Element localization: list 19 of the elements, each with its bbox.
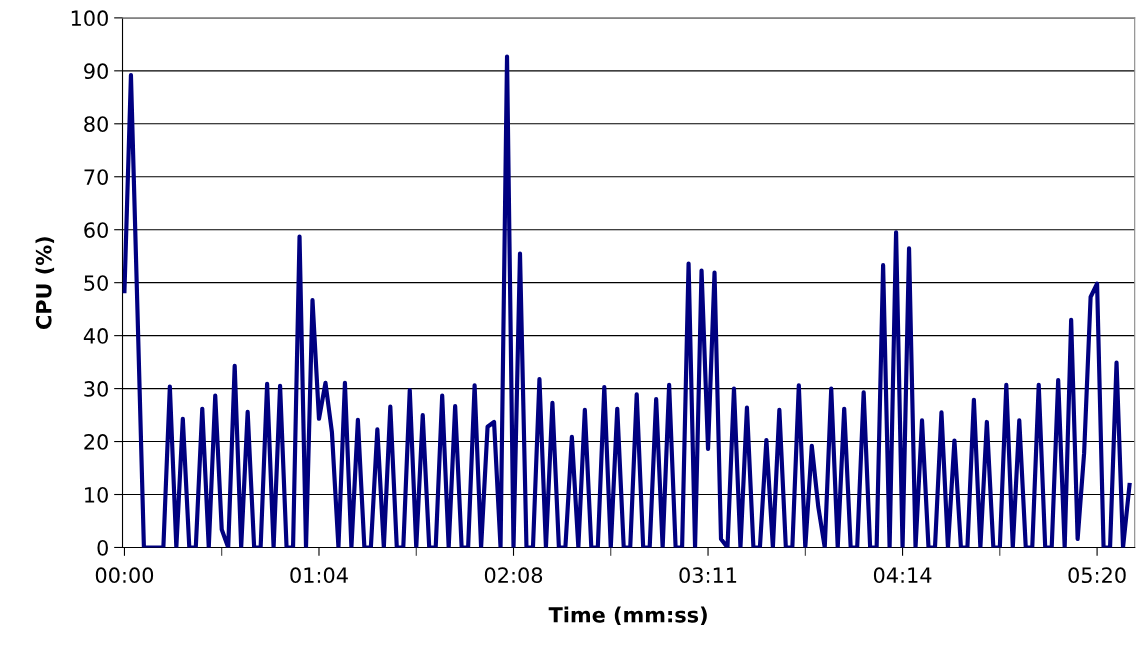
y-tick-label: 60	[84, 222, 108, 238]
x-tick-label: 05:20	[1068, 567, 1126, 584]
y-tick-label: 100	[71, 10, 108, 27]
y-tick-label: 70	[84, 169, 108, 185]
y-tick-label: 90	[84, 63, 108, 80]
x-axis-title: Time (mm:ss)	[548, 606, 707, 626]
y-tick-label: 0	[97, 539, 108, 556]
y-tick-label: 80	[84, 116, 108, 133]
x-tick-label: 00:00	[95, 567, 154, 584]
y-tick-label: 50	[84, 275, 108, 291]
x-tick-label: 04:14	[873, 567, 932, 584]
y-axis-title: CPU (%)	[35, 237, 55, 329]
x-tick-label: 01:04	[290, 567, 348, 584]
y-tick-label: 40	[83, 328, 108, 344]
x-tick-label: 02:08	[484, 567, 543, 584]
y-tick-label: 10	[85, 486, 108, 503]
y-tick-label: 20	[84, 434, 108, 450]
y-tick-label: 30	[84, 381, 108, 397]
x-tick-label: 03:11	[679, 567, 737, 584]
